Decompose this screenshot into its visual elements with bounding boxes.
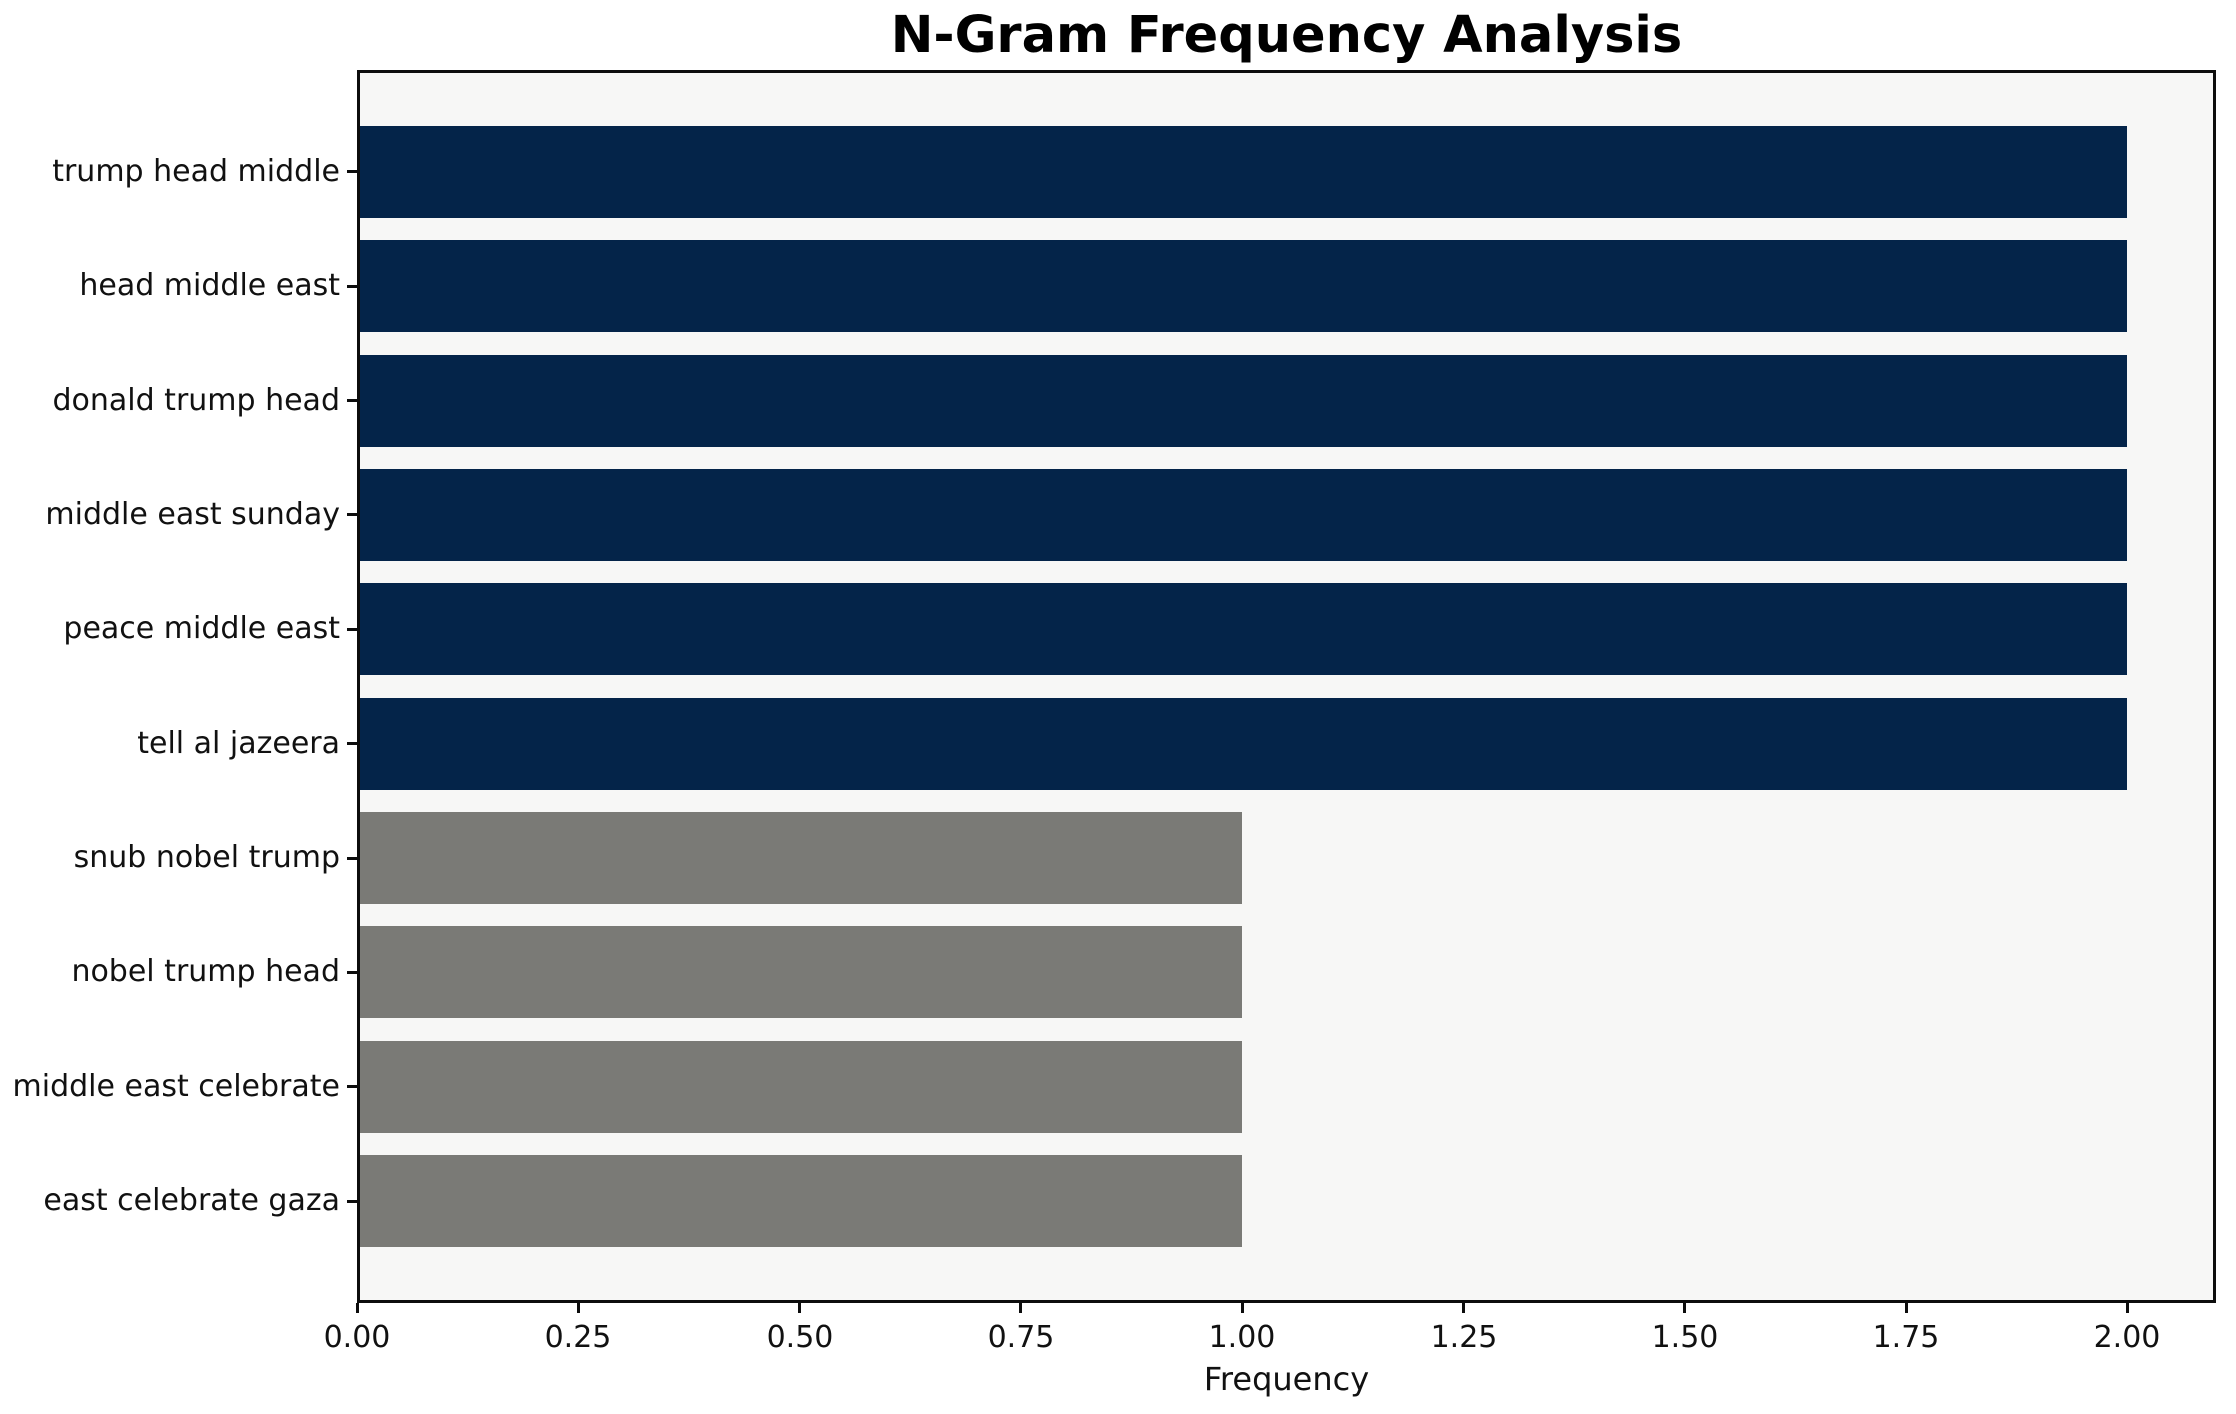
x-tick-mark xyxy=(356,1303,359,1313)
x-tick-label: 0.25 xyxy=(544,1320,612,1355)
y-tick-mark xyxy=(347,285,357,288)
y-tick-mark xyxy=(347,170,357,173)
x-axis-label: Frequency xyxy=(1203,1360,1370,1398)
bar xyxy=(357,698,2127,790)
y-tick-label: nobel trump head xyxy=(71,954,340,989)
y-tick-label: tell al jazeera xyxy=(137,726,340,761)
y-tick-label: east celebrate gaza xyxy=(43,1183,340,1218)
y-tick-mark xyxy=(347,971,357,974)
bar xyxy=(357,355,2127,447)
y-tick-mark xyxy=(347,628,357,631)
x-tick-mark xyxy=(2126,1303,2129,1313)
x-tick-label: 1.25 xyxy=(1430,1320,1498,1355)
y-tick-label: middle east sunday xyxy=(45,497,340,532)
y-tick-mark xyxy=(347,857,357,860)
x-tick-label: 1.00 xyxy=(1208,1320,1276,1355)
x-tick-label: 0.75 xyxy=(987,1320,1055,1355)
bar xyxy=(357,583,2127,675)
y-tick-mark xyxy=(347,1200,357,1203)
y-tick-label: middle east celebrate xyxy=(12,1069,340,1104)
x-tick-mark xyxy=(1462,1303,1465,1313)
bar xyxy=(357,469,2127,561)
x-tick-mark xyxy=(798,1303,801,1313)
bar xyxy=(357,1155,1242,1247)
y-tick-label: donald trump head xyxy=(52,383,340,418)
plot-area xyxy=(357,70,2216,1303)
bar xyxy=(357,926,1242,1018)
x-tick-label: 2.00 xyxy=(2093,1320,2161,1355)
x-tick-mark xyxy=(1683,1303,1686,1313)
y-tick-mark xyxy=(347,1085,357,1088)
x-tick-mark xyxy=(1905,1303,1908,1313)
x-tick-label: 1.75 xyxy=(1872,1320,1940,1355)
x-tick-label: 1.50 xyxy=(1651,1320,1719,1355)
bar xyxy=(357,812,1242,904)
y-tick-label: snub nobel trump xyxy=(73,840,340,875)
bar xyxy=(357,1041,1242,1133)
y-tick-mark xyxy=(347,399,357,402)
x-tick-label: 0.50 xyxy=(766,1320,834,1355)
y-tick-mark xyxy=(347,742,357,745)
x-tick-label: 0.00 xyxy=(323,1320,391,1355)
y-tick-label: head middle east xyxy=(79,268,340,303)
x-tick-mark xyxy=(1019,1303,1022,1313)
chart-title: N-Gram Frequency Analysis xyxy=(890,6,1683,65)
y-tick-mark xyxy=(347,513,357,516)
x-tick-mark xyxy=(577,1303,580,1313)
x-tick-mark xyxy=(1241,1303,1244,1313)
bar xyxy=(357,126,2127,218)
y-tick-label: peace middle east xyxy=(63,611,340,646)
y-tick-label: trump head middle xyxy=(52,154,340,189)
bar xyxy=(357,240,2127,332)
